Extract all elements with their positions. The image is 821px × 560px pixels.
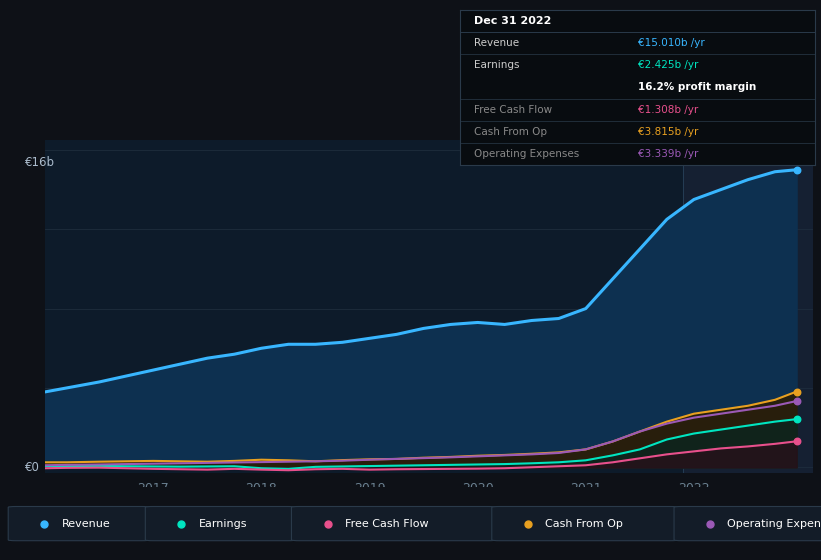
FancyBboxPatch shape: [492, 506, 678, 541]
Text: €1.308b /yr: €1.308b /yr: [637, 105, 698, 115]
Bar: [683, 140, 813, 473]
Text: Operating Expenses: Operating Expenses: [727, 519, 821, 529]
FancyBboxPatch shape: [291, 506, 496, 541]
FancyBboxPatch shape: [674, 506, 821, 541]
Text: €2.425b /yr: €2.425b /yr: [637, 60, 698, 71]
Point: [790, 165, 803, 174]
Text: €3.815b /yr: €3.815b /yr: [637, 127, 698, 137]
Text: Free Cash Flow: Free Cash Flow: [475, 105, 553, 115]
Text: 16.2% profit margin: 16.2% profit margin: [637, 82, 756, 92]
Point: [790, 437, 803, 446]
Text: €0: €0: [25, 461, 39, 474]
Text: €3.339b /yr: €3.339b /yr: [637, 149, 698, 159]
Point: [790, 387, 803, 396]
Text: Free Cash Flow: Free Cash Flow: [345, 519, 429, 529]
Text: Revenue: Revenue: [62, 519, 110, 529]
Text: Earnings: Earnings: [199, 519, 247, 529]
Text: Cash From Op: Cash From Op: [475, 127, 548, 137]
Text: €15.010b /yr: €15.010b /yr: [637, 38, 704, 48]
FancyBboxPatch shape: [145, 506, 296, 541]
FancyBboxPatch shape: [8, 506, 149, 541]
Point: [790, 396, 803, 405]
Text: Earnings: Earnings: [475, 60, 520, 71]
Point: [790, 414, 803, 423]
Text: Revenue: Revenue: [475, 38, 520, 48]
Text: Operating Expenses: Operating Expenses: [475, 149, 580, 159]
Text: Cash From Op: Cash From Op: [545, 519, 623, 529]
Text: €16b: €16b: [25, 156, 55, 169]
Text: Dec 31 2022: Dec 31 2022: [475, 16, 552, 26]
